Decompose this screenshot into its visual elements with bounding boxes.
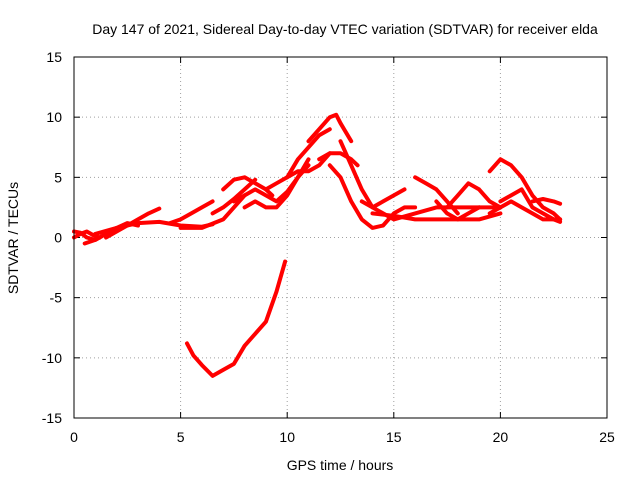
series-line-arc-01 [72, 229, 102, 240]
series-line-arc-07 [178, 193, 247, 230]
series-line-arc-23 [487, 157, 563, 222]
tick-layer [73, 56, 608, 419]
x-tick-labels: 0 5 10 15 20 25 [70, 429, 615, 445]
x-tick-label: 20 [493, 429, 509, 445]
y-axis-label: SDTVAR / TECUs [5, 182, 21, 294]
y-tick-label: -10 [42, 350, 62, 366]
series-line-arc-15 [317, 151, 360, 168]
y-tick-labels: -15 -10 -5 0 5 10 15 [42, 49, 62, 426]
series-line-arc-13 [285, 127, 332, 180]
y-tick-label: -5 [50, 290, 63, 306]
series-line-arc-16 [327, 163, 418, 230]
series-layer [72, 112, 563, 378]
y-tick-label: -15 [42, 410, 62, 426]
series-line-arc-27 [185, 259, 288, 378]
x-tick-label: 5 [177, 429, 185, 445]
series-line-arc-25 [487, 199, 563, 224]
y-tick-label: 5 [54, 169, 62, 185]
series-line-arc-19 [370, 211, 503, 222]
y-tick-label: 10 [46, 109, 62, 125]
x-tick-label: 0 [70, 429, 78, 445]
chart-title: Day 147 of 2021, Sidereal Day-to-day VTE… [92, 21, 598, 37]
series-line-arc-06 [167, 199, 215, 226]
series-line-arc-14 [306, 112, 354, 144]
x-tick-label: 10 [279, 429, 295, 445]
series-line-arc-08 [210, 177, 258, 216]
plot-frame [73, 56, 608, 419]
x-tick-label: 15 [386, 429, 402, 445]
series-line-arc-22 [445, 181, 503, 210]
series-line-arc-26 [530, 197, 563, 206]
series-line-arc-11 [242, 157, 311, 210]
series-line-arc-21 [434, 199, 482, 222]
series-line-arc-12 [263, 151, 332, 192]
x-tick-label: 25 [599, 429, 615, 445]
grid-layer [74, 57, 607, 418]
x-axis-label: GPS time / hours [287, 457, 394, 473]
y-tick-label: 0 [54, 230, 62, 246]
series-line-arc-18 [359, 187, 407, 210]
y-tick-label: 15 [46, 49, 62, 65]
